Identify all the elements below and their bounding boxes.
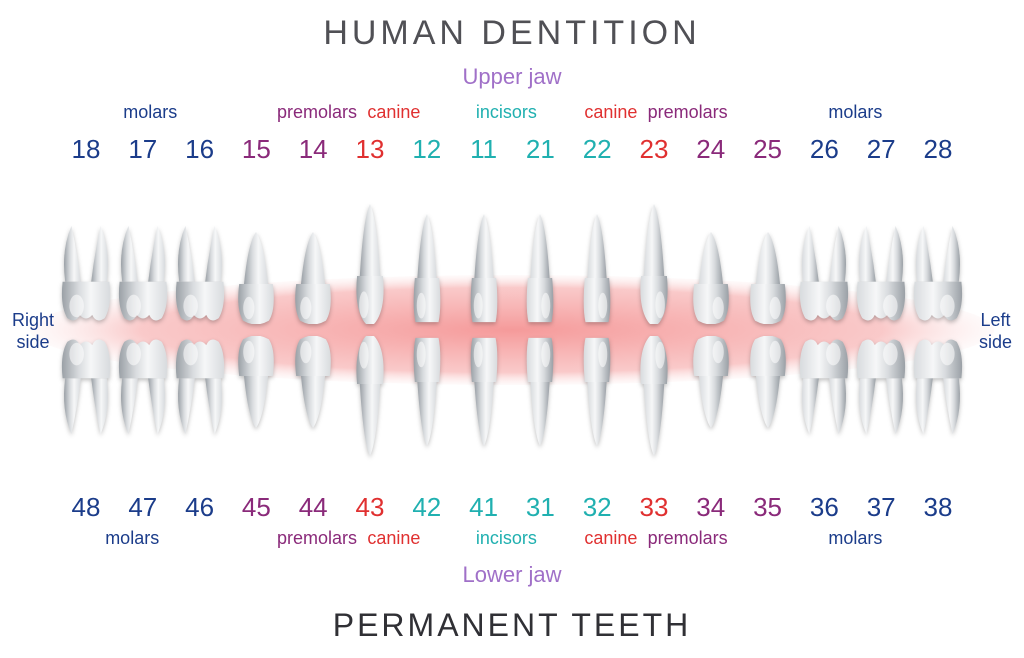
tooth-34 <box>685 336 737 428</box>
tooth-number-31: 31 <box>514 492 566 524</box>
teeth-row-upper <box>60 174 964 324</box>
side-label-left: Leftside <box>979 310 1012 353</box>
tooth-17 <box>117 224 169 324</box>
tooth-number-13: 13 <box>344 134 396 166</box>
subtitle-upper: Upper jaw <box>0 64 1024 90</box>
tooth-43 <box>344 336 396 456</box>
group-labels-upper: molars premolars canine incisors canine premo… <box>60 102 964 124</box>
tooth-numbers-lower: 48474645444342413132333435363738 <box>60 492 964 524</box>
tooth-number-25: 25 <box>742 134 794 166</box>
tooth-number-26: 26 <box>798 134 850 166</box>
tooth-number-48: 48 <box>60 492 112 524</box>
tooth-37 <box>855 336 907 436</box>
tooth-number-44: 44 <box>287 492 339 524</box>
tooth-16 <box>174 224 226 324</box>
tooth-33 <box>628 336 680 456</box>
tooth-28 <box>912 224 964 324</box>
tooth-number-28: 28 <box>912 134 964 166</box>
teeth-row-lower <box>60 336 964 486</box>
tooth-number-21: 21 <box>514 134 566 166</box>
group-label-molars: molars <box>828 102 882 123</box>
tooth-number-35: 35 <box>742 492 794 524</box>
tooth-46 <box>174 336 226 436</box>
tooth-47 <box>117 336 169 436</box>
tooth-21 <box>514 214 566 324</box>
side-label-right: Rightside <box>12 310 54 353</box>
tooth-32 <box>571 336 623 446</box>
tooth-number-45: 45 <box>230 492 282 524</box>
tooth-number-34: 34 <box>685 492 737 524</box>
group-label-canine: canine <box>584 528 637 549</box>
tooth-45 <box>230 336 282 428</box>
tooth-number-32: 32 <box>571 492 623 524</box>
tooth-number-42: 42 <box>401 492 453 524</box>
tooth-number-43: 43 <box>344 492 396 524</box>
tooth-25 <box>742 232 794 324</box>
tooth-31 <box>514 336 566 446</box>
group-label-premolars: premolars <box>277 102 357 123</box>
tooth-number-15: 15 <box>230 134 282 166</box>
group-label-incisors: incisors <box>476 102 537 123</box>
tooth-number-36: 36 <box>798 492 850 524</box>
tooth-41 <box>458 336 510 446</box>
tooth-number-18: 18 <box>60 134 112 166</box>
tooth-18 <box>60 224 112 324</box>
tooth-number-17: 17 <box>117 134 169 166</box>
tooth-12 <box>401 214 453 324</box>
group-label-canine: canine <box>367 528 420 549</box>
tooth-number-12: 12 <box>401 134 453 166</box>
tooth-11 <box>458 214 510 324</box>
group-label-molars: molars <box>105 528 159 549</box>
group-label-molars: molars <box>828 528 882 549</box>
group-label-premolars: premolars <box>277 528 357 549</box>
tooth-number-23: 23 <box>628 134 680 166</box>
group-label-molars: molars <box>123 102 177 123</box>
tooth-48 <box>60 336 112 436</box>
tooth-35 <box>742 336 794 428</box>
subtitle-lower: Lower jaw <box>0 562 1024 588</box>
tooth-number-33: 33 <box>628 492 680 524</box>
tooth-38 <box>912 336 964 436</box>
group-label-canine: canine <box>584 102 637 123</box>
tooth-number-14: 14 <box>287 134 339 166</box>
tooth-13 <box>344 204 396 324</box>
tooth-number-11: 11 <box>458 134 510 166</box>
tooth-numbers-upper: 18171615141312112122232425262728 <box>60 134 964 166</box>
tooth-24 <box>685 232 737 324</box>
tooth-26 <box>798 224 850 324</box>
tooth-number-37: 37 <box>855 492 907 524</box>
tooth-42 <box>401 336 453 446</box>
tooth-14 <box>287 232 339 324</box>
tooth-number-22: 22 <box>571 134 623 166</box>
tooth-36 <box>798 336 850 436</box>
tooth-number-38: 38 <box>912 492 964 524</box>
title-top: HUMAN DENTITION <box>0 14 1024 53</box>
tooth-number-47: 47 <box>117 492 169 524</box>
tooth-27 <box>855 224 907 324</box>
tooth-number-16: 16 <box>174 134 226 166</box>
group-label-premolars: premolars <box>648 528 728 549</box>
title-bottom: PERMANENT TEETH <box>0 607 1024 644</box>
tooth-22 <box>571 214 623 324</box>
group-label-canine: canine <box>367 102 420 123</box>
tooth-44 <box>287 336 339 428</box>
tooth-23 <box>628 204 680 324</box>
tooth-15 <box>230 232 282 324</box>
group-label-incisors: incisors <box>476 528 537 549</box>
group-label-premolars: premolars <box>648 102 728 123</box>
tooth-number-27: 27 <box>855 134 907 166</box>
group-labels-lower: molars premolars canine incisors canine premo… <box>60 528 964 550</box>
tooth-number-41: 41 <box>458 492 510 524</box>
tooth-number-46: 46 <box>174 492 226 524</box>
tooth-number-24: 24 <box>685 134 737 166</box>
